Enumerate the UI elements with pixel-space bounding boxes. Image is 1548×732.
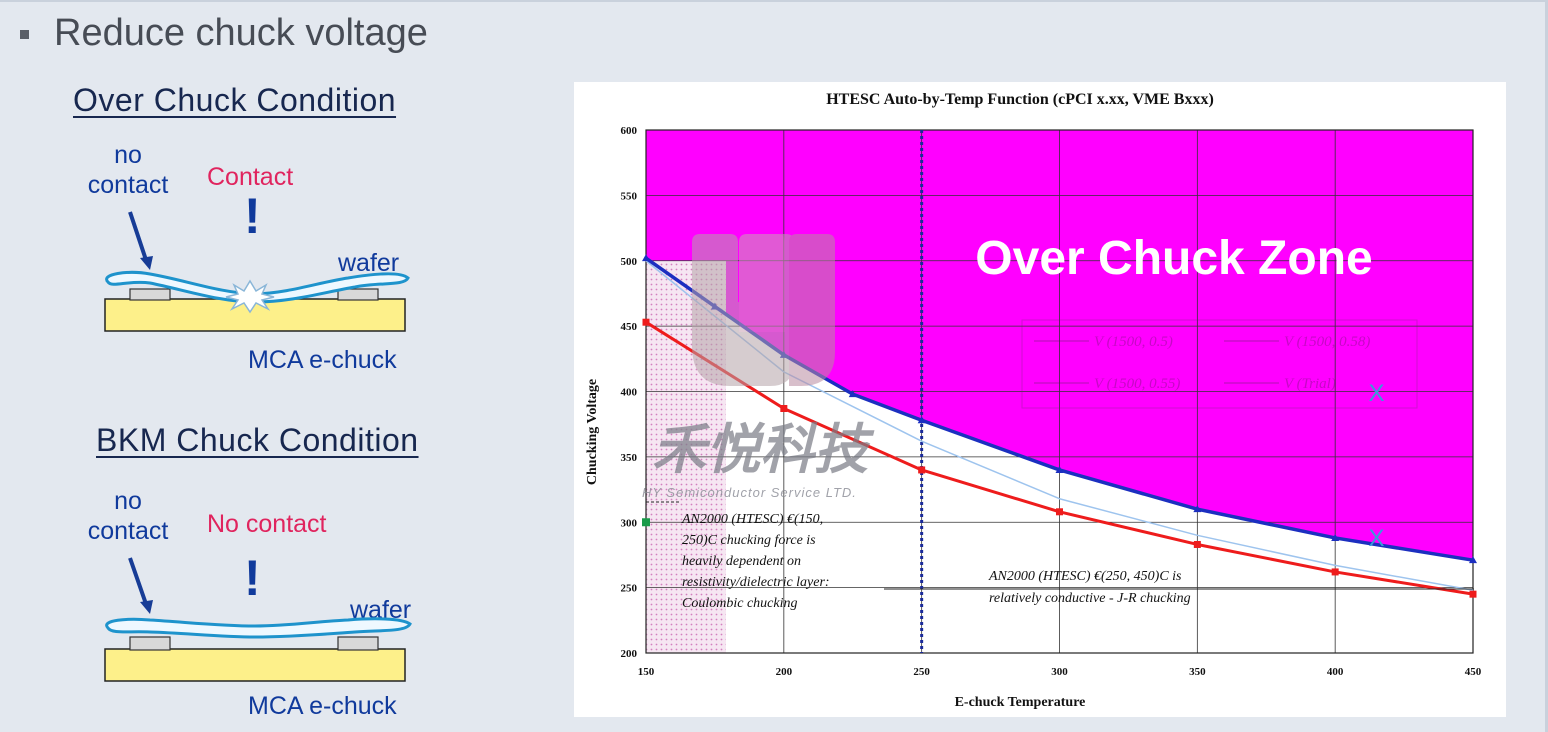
slide-right-border	[1545, 0, 1548, 732]
series-point	[918, 466, 926, 474]
watermark-en-text: HY Semiconductor Service LTD.	[642, 485, 857, 500]
chart-ylabel: Chucking Voltage	[585, 379, 600, 485]
bullet-square-icon	[20, 30, 29, 39]
y-tick-label: 300	[621, 517, 638, 529]
series-point	[642, 318, 650, 326]
series-point	[917, 416, 926, 424]
marker-x-point: X	[1369, 525, 1385, 552]
over-chuck-title: Over Chuck Condition	[73, 82, 397, 118]
marker-x-point: X	[1369, 380, 1385, 407]
over-exclamation: !	[244, 188, 261, 244]
annotation-coulombic-line: heavily dependent on	[682, 554, 801, 569]
chart-title: HTESC Auto-by-Temp Function (cPCI x.xx, …	[826, 91, 1214, 108]
plot-frame	[645, 129, 1474, 654]
legend: V (1500, 0.5) V (1500, 0.58) V (1500, 0.55…	[1021, 319, 1418, 409]
series-point	[1056, 508, 1063, 516]
legend-entry: V (1500, 0.58)	[1284, 334, 1370, 350]
annotation-jr-line: AN2000 (HTESC) €(250, 450)C is	[988, 569, 1182, 584]
bkm-chuck-body	[104, 648, 406, 682]
bkm-exclamation: !	[244, 550, 261, 606]
over-arrow-line	[128, 211, 148, 261]
annotation-coulombic-line: 250)C chucking force is	[682, 533, 816, 548]
over-wafer-label: wafer	[338, 249, 400, 277]
over-contact-label: Contact	[207, 163, 294, 191]
y-tick-label: 450	[621, 321, 638, 333]
series-point	[780, 404, 788, 412]
series-point	[848, 390, 857, 398]
series-point	[1331, 568, 1339, 576]
over-chuck-label: MCA e-chuck	[248, 346, 397, 374]
annotation-coulombic-line: Coulombic chucking	[682, 596, 797, 611]
legend-box	[1021, 319, 1418, 409]
series-point	[1193, 505, 1202, 513]
y-tick-label: 400	[621, 387, 638, 399]
bkm-chuck-label: MCA e-chuck	[248, 692, 397, 720]
bkm-right-pad	[337, 636, 379, 651]
watermark-logo-right	[789, 234, 835, 386]
watermark-cn-text: 禾悦科技	[652, 420, 875, 480]
legend-entry: V (1500, 0.55)	[1094, 376, 1180, 392]
bkm-chuck-diagram	[104, 557, 412, 682]
series-point	[642, 254, 650, 262]
series-point	[1055, 465, 1064, 473]
series-point	[1469, 590, 1477, 598]
marker-square-point	[642, 518, 650, 527]
y-tick-label: 250	[621, 583, 638, 595]
annotation-coulombic-line: AN2000 (HTESC) €(150,	[681, 512, 823, 527]
y-tick-label: 550	[621, 190, 638, 202]
y-tick-label: 600	[621, 125, 638, 137]
annotation-jr-line: relatively conductive - J-R chucking	[989, 591, 1191, 606]
over-no-contact-label: no contact	[87, 141, 169, 199]
x-tick-label: 350	[1189, 666, 1206, 678]
over-arrow-head-icon	[140, 256, 153, 270]
x-tick-label: 150	[638, 666, 655, 678]
y-tick-label: 500	[621, 256, 638, 268]
bkm-no-contact-red-label: No contact	[207, 510, 327, 538]
bkm-no-contact-label: no contact	[87, 487, 169, 545]
series-point	[1331, 533, 1340, 541]
over-left-pad	[129, 288, 171, 301]
over-right-pad	[337, 288, 379, 301]
bkm-arrow-line	[128, 557, 148, 605]
bkm-left-pad	[129, 636, 171, 651]
contact-spark-icon	[225, 279, 275, 314]
bkm-flat-wafer	[105, 617, 412, 639]
x-tick-label: 250	[913, 666, 930, 678]
x-tick-label: 300	[1051, 666, 1068, 678]
bkm-arrow-head-icon	[140, 600, 153, 614]
chart-xlabel: E-chuck Temperature	[955, 695, 1086, 710]
annotation-coulombic-line: resistivity/dielectric layer:	[682, 575, 830, 590]
legend-entry: V (Trial)	[1284, 376, 1336, 392]
y-tick-label: 200	[621, 648, 638, 660]
x-tick-label: 400	[1327, 666, 1344, 678]
series-point	[1469, 556, 1477, 564]
plot-area: 150 200 250 300 350 400 4502002503003504004505…	[621, 125, 1482, 678]
watermark-logo-mid	[739, 234, 785, 332]
legend-entry: V (1500, 0.5)	[1094, 334, 1173, 350]
y-tick-label: 350	[621, 452, 638, 464]
bkm-chuck-title: BKM Chuck Condition	[96, 422, 419, 458]
slide-top-border	[0, 0, 1548, 2]
over-chuck-zone-label: Over Chuck Zone	[975, 232, 1372, 285]
chart-panel: HTESC Auto-by-Temp Function (cPCI x.xx, …	[574, 82, 1506, 717]
series-point	[1193, 540, 1201, 548]
slide-heading: Reduce chuck voltage	[54, 12, 428, 54]
over-chuck-diagram	[104, 211, 410, 332]
chuck-diagrams	[104, 211, 412, 682]
x-tick-label: 200	[776, 666, 793, 678]
x-tick-label: 450	[1465, 666, 1482, 678]
watermark-logo	[692, 234, 835, 386]
htesc-chart: HTESC Auto-by-Temp Function (cPCI x.xx, …	[585, 91, 1482, 710]
